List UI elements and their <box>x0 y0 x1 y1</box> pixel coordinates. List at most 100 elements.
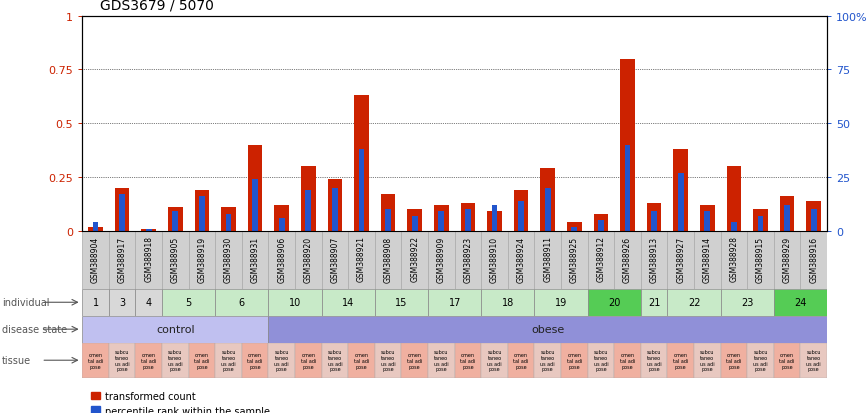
Bar <box>275 206 289 231</box>
FancyBboxPatch shape <box>162 343 189 378</box>
Text: omen
tal adi
pose: omen tal adi pose <box>301 352 316 369</box>
Text: omen
tal adi
pose: omen tal adi pose <box>779 352 795 369</box>
Bar <box>332 188 338 231</box>
FancyBboxPatch shape <box>268 316 827 343</box>
Bar <box>93 223 99 231</box>
FancyBboxPatch shape <box>694 231 721 289</box>
Text: omen
tal adi
pose: omen tal adi pose <box>194 352 210 369</box>
Text: GSM388919: GSM388919 <box>197 236 206 282</box>
Text: subcu
taneo
us adi
pose: subcu taneo us adi pose <box>115 349 130 372</box>
Bar <box>226 214 231 231</box>
Text: 10: 10 <box>289 297 301 308</box>
Text: subcu
taneo
us adi
pose: subcu taneo us adi pose <box>221 349 236 372</box>
Text: omen
tal adi
pose: omen tal adi pose <box>87 352 103 369</box>
Bar <box>572 227 578 231</box>
Text: subcu
taneo
us adi
pose: subcu taneo us adi pose <box>647 349 662 372</box>
Text: GSM388908: GSM388908 <box>384 236 392 282</box>
FancyBboxPatch shape <box>162 231 189 289</box>
Bar <box>407 210 422 231</box>
FancyBboxPatch shape <box>481 289 534 316</box>
Text: 24: 24 <box>794 297 806 308</box>
FancyBboxPatch shape <box>375 231 402 289</box>
Legend: transformed count, percentile rank within the sample: transformed count, percentile rank withi… <box>87 387 274 413</box>
Bar <box>168 208 183 231</box>
Text: subcu
taneo
us adi
pose: subcu taneo us adi pose <box>327 349 342 372</box>
FancyBboxPatch shape <box>295 231 321 289</box>
Text: omen
tal adi
pose: omen tal adi pose <box>141 352 157 369</box>
Text: omen
tal adi
pose: omen tal adi pose <box>727 352 741 369</box>
Text: omen
tal adi
pose: omen tal adi pose <box>407 352 423 369</box>
Text: GSM388905: GSM388905 <box>171 236 180 282</box>
Bar <box>811 210 817 231</box>
Bar <box>651 212 657 231</box>
Text: subcu
taneo
us adi
pose: subcu taneo us adi pose <box>753 349 768 372</box>
Text: omen
tal adi
pose: omen tal adi pose <box>354 352 369 369</box>
Bar <box>545 188 551 231</box>
Text: control: control <box>156 324 195 335</box>
Text: GSM388917: GSM388917 <box>118 236 126 282</box>
FancyBboxPatch shape <box>561 231 588 289</box>
Text: omen
tal adi
pose: omen tal adi pose <box>514 352 529 369</box>
Text: GSM388912: GSM388912 <box>597 236 605 282</box>
Bar <box>438 212 444 231</box>
Text: GSM388914: GSM388914 <box>703 236 712 282</box>
FancyBboxPatch shape <box>216 289 268 316</box>
FancyBboxPatch shape <box>375 343 402 378</box>
FancyBboxPatch shape <box>668 231 694 289</box>
Text: GSM388913: GSM388913 <box>650 236 659 282</box>
Bar <box>279 218 285 231</box>
Text: subcu
taneo
us adi
pose: subcu taneo us adi pose <box>806 349 821 372</box>
Text: GSM388907: GSM388907 <box>331 236 339 282</box>
Text: GSM388922: GSM388922 <box>410 236 419 282</box>
Bar <box>678 173 683 231</box>
FancyBboxPatch shape <box>135 231 162 289</box>
FancyBboxPatch shape <box>109 231 135 289</box>
Text: GSM388920: GSM388920 <box>304 236 313 282</box>
Bar <box>488 212 502 231</box>
FancyBboxPatch shape <box>348 343 375 378</box>
FancyBboxPatch shape <box>321 289 375 316</box>
Text: omen
tal adi
pose: omen tal adi pose <box>248 352 263 369</box>
FancyBboxPatch shape <box>614 343 641 378</box>
Bar <box>248 145 262 231</box>
Bar <box>172 212 178 231</box>
Bar <box>758 216 764 231</box>
FancyBboxPatch shape <box>800 343 827 378</box>
FancyBboxPatch shape <box>588 289 641 316</box>
Bar <box>199 197 205 231</box>
FancyBboxPatch shape <box>295 343 321 378</box>
Bar <box>115 188 130 231</box>
FancyBboxPatch shape <box>721 289 774 316</box>
Text: 3: 3 <box>120 297 126 308</box>
FancyBboxPatch shape <box>507 343 534 378</box>
FancyBboxPatch shape <box>668 289 721 316</box>
Bar <box>727 167 741 231</box>
FancyBboxPatch shape <box>668 343 694 378</box>
Text: GSM388911: GSM388911 <box>543 236 553 282</box>
Bar <box>598 221 604 231</box>
FancyBboxPatch shape <box>268 343 295 378</box>
Bar <box>540 169 555 231</box>
FancyBboxPatch shape <box>455 231 481 289</box>
FancyBboxPatch shape <box>242 343 268 378</box>
FancyBboxPatch shape <box>135 289 162 316</box>
FancyBboxPatch shape <box>375 289 428 316</box>
Text: 19: 19 <box>555 297 567 308</box>
Bar <box>434 206 449 231</box>
Text: GSM388909: GSM388909 <box>436 236 446 282</box>
FancyBboxPatch shape <box>774 343 800 378</box>
Text: 21: 21 <box>648 297 661 308</box>
Text: disease state: disease state <box>2 324 67 335</box>
Text: individual: individual <box>2 297 49 308</box>
Text: GSM388918: GSM388918 <box>145 236 153 282</box>
Bar <box>700 206 714 231</box>
Bar <box>518 201 524 231</box>
FancyBboxPatch shape <box>135 343 162 378</box>
FancyBboxPatch shape <box>507 231 534 289</box>
Bar <box>704 212 710 231</box>
Text: 14: 14 <box>342 297 354 308</box>
Bar <box>327 180 342 231</box>
Bar <box>514 190 528 231</box>
Text: GSM388921: GSM388921 <box>357 236 366 282</box>
FancyBboxPatch shape <box>428 231 455 289</box>
